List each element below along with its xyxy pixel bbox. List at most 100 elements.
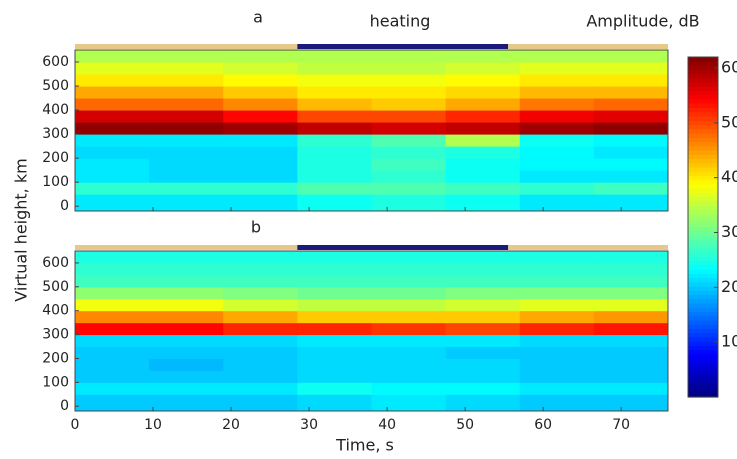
heat-cell: [519, 194, 595, 212]
heat-cell: [371, 158, 447, 171]
x-tick-label: 10: [144, 417, 162, 433]
heat-cell: [149, 322, 224, 336]
heat-cell: [593, 382, 669, 395]
heat-cell: [593, 310, 669, 324]
heat-cell: [223, 262, 298, 276]
heat-cell: [297, 370, 372, 383]
colorbar-segment: [688, 154, 718, 160]
heat-cell: [519, 158, 595, 171]
heat-cell: [519, 394, 595, 412]
heat-cell: [593, 170, 669, 183]
heat-cell: [75, 86, 150, 99]
colorbar-segment: [688, 57, 718, 62]
heat-cell: [519, 134, 595, 147]
heat-cell: [297, 322, 372, 336]
heat-cell: [371, 98, 447, 111]
heat-cell: [519, 370, 595, 383]
colorbar-segment: [688, 163, 718, 169]
colorbar-tick-label: 60: [721, 57, 737, 76]
heat-cell: [149, 382, 224, 395]
heat-cell: [149, 274, 224, 288]
y-tick-label: 400: [42, 102, 69, 118]
heat-cell: [519, 251, 595, 264]
heat-cell: [149, 251, 224, 264]
y-tick-label: 0: [60, 398, 69, 414]
colorbar-segment: [688, 184, 718, 190]
colorbar-segment: [688, 299, 718, 305]
colorbar-segment: [688, 333, 718, 339]
heat-cell: [593, 322, 669, 336]
colorbar-segment: [688, 307, 718, 313]
heat-cell: [297, 382, 372, 395]
heat-cell: [519, 274, 595, 288]
heat-cell: [297, 182, 372, 195]
heat-cell: [297, 346, 372, 359]
heat-cell: [75, 146, 150, 159]
colorbar-segment: [688, 303, 718, 309]
heat-cell: [75, 358, 150, 371]
y-tick-label: 600: [42, 54, 69, 70]
heat-cell: [223, 358, 298, 371]
heat-cell: [371, 50, 447, 63]
heat-cell: [371, 334, 447, 348]
heat-cell: [445, 146, 521, 159]
heat-cell: [223, 298, 298, 312]
colorbar-segment: [688, 371, 718, 377]
heat-cell: [445, 122, 521, 135]
heat-cell: [297, 394, 372, 412]
heat-cell: [149, 122, 224, 135]
heating-bar: [297, 245, 509, 250]
heat-cell: [593, 346, 669, 359]
y-tick-label: 0: [60, 198, 69, 214]
heat-cell: [445, 382, 521, 395]
heat-cell: [445, 158, 521, 171]
heat-cell: [75, 134, 150, 147]
heat-cell: [223, 50, 298, 63]
heat-cell: [593, 110, 669, 123]
x-tick-label: 0: [71, 417, 80, 433]
heat-cell: [519, 334, 595, 348]
colorbar-segment: [688, 358, 718, 364]
y-tick-label: 200: [42, 150, 69, 166]
colorbar-segment: [688, 86, 718, 92]
colorbar-segment: [688, 290, 718, 296]
heat-cell: [297, 146, 372, 159]
plot-frame: [74, 49, 669, 212]
colorbar-segment: [688, 388, 718, 394]
colorbar-segment: [688, 329, 718, 334]
heat-cell: [519, 170, 595, 183]
heat-cell: [297, 110, 372, 123]
heat-cell: [445, 358, 521, 371]
heat-cell: [149, 170, 224, 183]
heat-cell: [445, 322, 521, 336]
heat-cell: [445, 251, 521, 264]
colorbar-segment: [688, 137, 718, 143]
heat-cell: [519, 86, 595, 99]
heating-bar: [297, 44, 509, 49]
heat-cell: [593, 98, 669, 111]
heat-cell: [593, 134, 669, 147]
colorbar-segment: [688, 235, 718, 241]
heat-cell: [519, 322, 595, 336]
heat-cell: [149, 134, 224, 147]
heat-cell: [519, 286, 595, 300]
heat-cell: [519, 62, 595, 75]
heat-cell: [519, 50, 595, 63]
heat-cell: [445, 74, 521, 87]
heat-cell: [149, 370, 224, 383]
y-tick-label: 500: [42, 78, 69, 94]
colorbar-segment: [688, 150, 718, 156]
heat-cell: [223, 274, 298, 288]
heat-cell: [445, 346, 521, 359]
heat-cell: [223, 86, 298, 99]
heat-cell: [149, 158, 224, 171]
colorbar-segment: [688, 346, 718, 351]
heat-cell: [223, 122, 298, 135]
heat-cell: [371, 274, 447, 288]
colorbar-segment: [688, 201, 718, 207]
heat-cell: [297, 74, 372, 87]
heat-cell: [371, 194, 447, 212]
colorbar-segment: [688, 91, 718, 96]
heat-cell: [445, 370, 521, 383]
